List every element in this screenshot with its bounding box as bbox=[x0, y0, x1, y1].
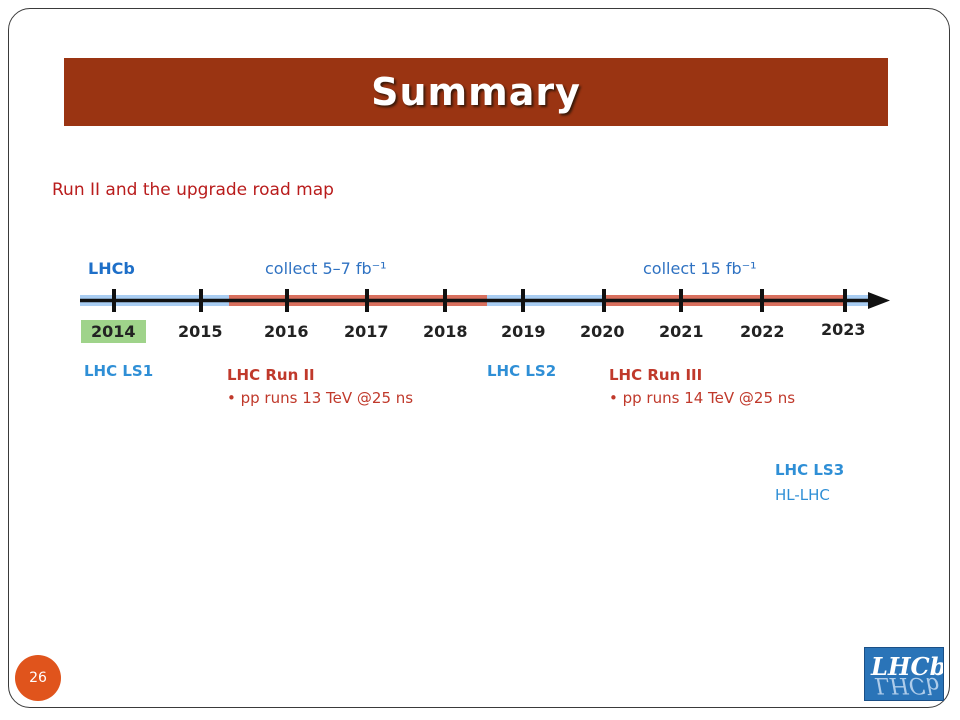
year-label-2018: 2018 bbox=[423, 322, 468, 341]
title-bar: Summary bbox=[64, 58, 888, 126]
logo-reflection: LHCb bbox=[875, 672, 940, 697]
period-run2-detail: • pp runs 13 TeV @25 ns bbox=[227, 389, 414, 407]
page-number: 26 bbox=[29, 670, 47, 686]
year-label-2022: 2022 bbox=[740, 322, 785, 341]
year-label-2016: 2016 bbox=[264, 322, 309, 341]
timeline-brand: LHCb bbox=[88, 259, 135, 278]
period-run3-detail: • pp runs 14 TeV @25 ns bbox=[609, 389, 796, 407]
period-ls1: LHC LS1 bbox=[84, 362, 154, 380]
period-run2: LHC Run II bbox=[227, 366, 315, 384]
slide-subtitle: Run II and the upgrade road map bbox=[52, 180, 334, 200]
period-ls2: LHC LS2 bbox=[487, 362, 557, 380]
lhcb-logo: LHCb LHCb bbox=[864, 647, 944, 701]
year-label-2014: 2014 bbox=[81, 320, 146, 343]
period-run3: LHC Run III bbox=[609, 366, 703, 384]
year-label-2021: 2021 bbox=[659, 322, 704, 341]
logo-text: LHCb bbox=[871, 652, 944, 681]
page-number-badge: 26 bbox=[15, 655, 61, 701]
period-ls3: LHC LS3 bbox=[775, 461, 845, 479]
year-label-2020: 2020 bbox=[580, 322, 625, 341]
year-label-2019: 2019 bbox=[501, 322, 546, 341]
year-label-2015: 2015 bbox=[178, 322, 223, 341]
period-ls3-detail: HL-LHC bbox=[775, 486, 830, 504]
collect-run2-label: collect 5–7 fb⁻¹ bbox=[265, 259, 387, 278]
year-label-2017: 2017 bbox=[344, 322, 389, 341]
collect-run3-label: collect 15 fb⁻¹ bbox=[643, 259, 757, 278]
slide-title: Summary bbox=[371, 70, 581, 114]
year-label-2023: 2023 bbox=[821, 320, 866, 339]
